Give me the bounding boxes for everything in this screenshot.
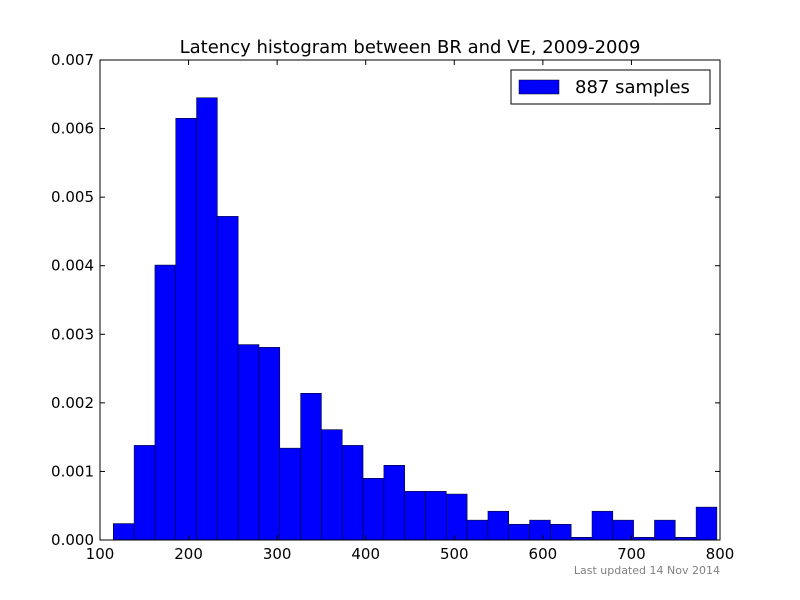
histogram-bar — [341, 445, 364, 541]
histogram-bar — [508, 523, 530, 541]
histogram-bar — [383, 465, 405, 541]
histogram-bar — [321, 429, 343, 541]
histogram-bar — [487, 510, 510, 541]
histogram-bar — [612, 519, 634, 541]
chart-title: Latency histogram between BR and VE, 200… — [180, 37, 641, 58]
histogram-bar — [591, 510, 614, 541]
legend: 887 samples — [510, 69, 711, 105]
histogram-bar — [529, 519, 551, 541]
histogram-bar — [404, 491, 426, 541]
histogram-bar — [695, 506, 718, 541]
histogram-bar — [654, 519, 676, 541]
histogram-bar — [425, 491, 447, 541]
histogram-bar — [550, 523, 572, 541]
x-tick-label: 800 — [706, 545, 735, 563]
last-updated-note: Last updated 14 Nov 2014 — [574, 564, 720, 577]
y-tick-label: 0.001 — [51, 462, 94, 480]
legend-label: 887 samples — [575, 77, 690, 98]
histogram-bar — [300, 393, 322, 541]
histogram-bar — [258, 347, 281, 541]
y-axis: 0.000 0.001 0.002 0.003 0.004 0.005 0.006 0.007 — [51, 51, 720, 549]
bars-group — [113, 97, 718, 541]
y-tick-label: 0.004 — [51, 257, 94, 275]
y-tick-label: 0.000 — [51, 531, 94, 549]
histogram-bar — [175, 118, 197, 541]
histogram-bar — [279, 447, 301, 541]
y-tick-label: 0.005 — [51, 188, 94, 206]
histogram-bar — [446, 493, 468, 541]
histogram-bar — [217, 216, 239, 541]
x-tick-label: 600 — [529, 545, 558, 563]
y-tick-label: 0.007 — [51, 51, 94, 69]
histogram-bar — [237, 344, 260, 541]
y-tick-label: 0.002 — [51, 394, 94, 412]
y-tick-label: 0.006 — [51, 120, 94, 138]
histogram-bar — [466, 519, 489, 541]
x-tick-label: 200 — [174, 545, 203, 563]
x-tick-label: 300 — [263, 545, 292, 563]
x-tick-label: 100 — [86, 545, 115, 563]
histogram-bar — [113, 523, 135, 541]
histogram-bar — [196, 97, 218, 541]
x-tick-label: 400 — [351, 545, 380, 563]
x-axis: 100 200 300 400 500 600 700 800 — [86, 60, 735, 563]
histogram-bar — [362, 478, 385, 541]
x-tick-label: 700 — [617, 545, 646, 563]
x-tick-label: 500 — [440, 545, 469, 563]
histogram-bar — [154, 264, 176, 541]
plot-frame — [99, 59, 721, 541]
histogram-bar — [133, 445, 156, 541]
legend-swatch — [518, 79, 560, 95]
y-tick-label: 0.003 — [51, 325, 94, 343]
